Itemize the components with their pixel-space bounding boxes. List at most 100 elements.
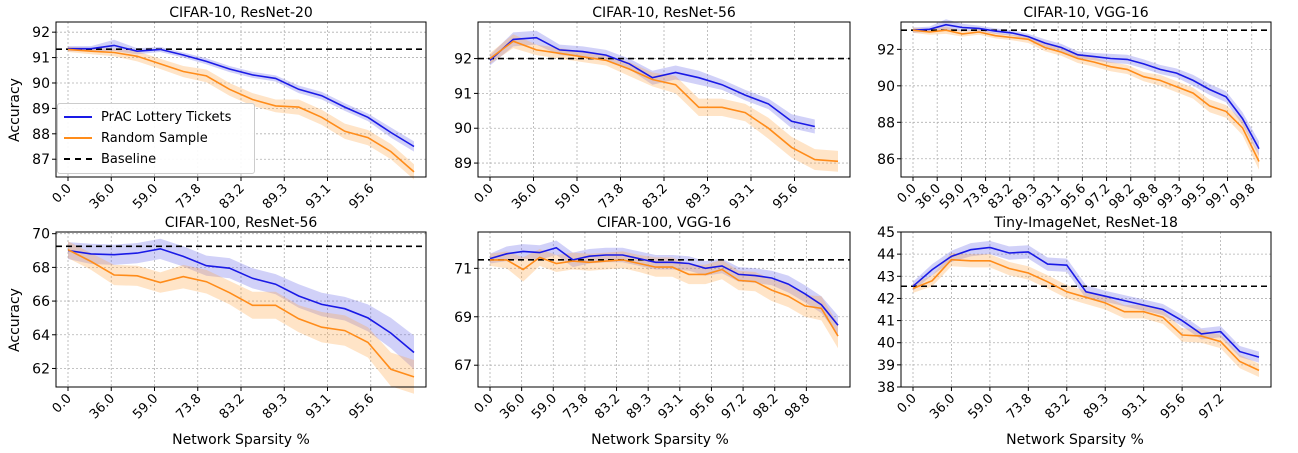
x-tick-label: 83.2: [1043, 391, 1074, 422]
x-tick-label: 73.8: [561, 391, 592, 422]
x-tick-label: 89.3: [260, 391, 291, 422]
x-tick-label: 89.3: [1081, 391, 1112, 422]
x-tick-label: 97.2: [1196, 391, 1227, 422]
y-axis-label-bottom: Accuracy: [7, 288, 23, 352]
x-tick-label: 0.0: [895, 391, 920, 416]
series-band: [490, 30, 815, 134]
y-tick-label: 62: [32, 361, 50, 377]
y-tick-label: 88: [32, 127, 50, 143]
y-tick-label: 92: [32, 25, 50, 41]
y-tick-label: 90: [877, 79, 895, 95]
y-tick-label: 89: [454, 156, 472, 172]
series-band: [68, 39, 414, 152]
series-band: [490, 34, 838, 172]
x-axis-label-middle: Network Sparsity %: [591, 432, 729, 448]
series-line-random: [67, 48, 415, 173]
x-tick-label: 59.0: [553, 181, 584, 212]
x-tick-label: 95.6: [1158, 391, 1189, 422]
plot-frame: [55, 21, 427, 178]
x-tick-label: 83.2: [592, 391, 623, 422]
x-tick-label: 89.3: [624, 391, 655, 422]
x-tick-label: 89.3: [1010, 181, 1041, 212]
y-tick-label: 38: [877, 380, 895, 396]
panel-cifar10-vgg16: CIFAR-10, VGG-16868890920.036.059.073.88…: [877, 5, 1272, 212]
y-tick-label: 90: [454, 121, 472, 137]
x-tick-label: 83.2: [217, 181, 248, 212]
x-tick-label: 0.0: [472, 391, 497, 416]
x-tick-label: 99.7: [1203, 181, 1234, 212]
y-tick-label: 91: [32, 51, 50, 67]
x-tick-label: 98.8: [782, 391, 813, 422]
legend-swatch-prac: [64, 116, 92, 118]
x-tick-label: 95.6: [770, 181, 801, 212]
series-line-prac: [489, 36, 815, 128]
plot-frame: [477, 21, 851, 178]
x-tick-label: 98.2: [750, 391, 781, 422]
series-line-random: [67, 248, 415, 378]
series-line-prac: [912, 246, 1260, 358]
series-band: [68, 238, 414, 370]
series-line-random: [912, 258, 1260, 372]
y-tick-label: 86: [877, 152, 895, 168]
panel-tinyimagenet-resnet18: Tiny-ImageNet, ResNet-18 38 39 40 41 42 43 44 45…: [877, 215, 1272, 422]
plot-frame: [55, 231, 427, 388]
legend-swatch-baseline: [64, 158, 92, 160]
x-tick-label: 73.8: [173, 391, 204, 422]
x-tick-label: 93.1: [1034, 181, 1065, 212]
y-tick-label: 91: [454, 86, 472, 102]
plot-frame: [477, 231, 851, 388]
series-band: [490, 249, 838, 349]
series-line-random: [490, 256, 839, 337]
x-tick-label: 73.8: [596, 181, 627, 212]
series-line-prac: [67, 247, 415, 354]
x-tick-label: 73.8: [1004, 391, 1035, 422]
y-tick-label: 69: [454, 310, 472, 326]
panel-title: CIFAR-10, VGG-16: [1023, 5, 1148, 21]
y-tick-label: 39: [877, 358, 895, 374]
y-tick-label: 90: [32, 76, 50, 92]
x-tick-label: 59.0: [130, 181, 161, 212]
x-tick-label: 98.2: [1107, 181, 1138, 212]
panel-title: CIFAR-100, VGG-16: [597, 215, 731, 231]
x-tick-label: 93.1: [303, 181, 334, 212]
x-tick-label: 73.8: [961, 181, 992, 212]
y-tick-label: 67: [454, 358, 472, 374]
x-tick-label: 36.0: [87, 181, 118, 212]
series-band: [913, 26, 1259, 170]
series-line-prac: [912, 23, 1260, 150]
x-tick-label: 83.2: [640, 181, 671, 212]
y-tick-label: 45: [877, 225, 895, 241]
series-band: [913, 253, 1259, 377]
series-line-random: [912, 29, 1260, 162]
x-tick-label: 97.2: [719, 391, 750, 422]
panel-title: Tiny-ImageNet, ResNet-18: [993, 215, 1178, 231]
plot-frame: [900, 231, 1272, 388]
x-tick-label: 89.3: [683, 181, 714, 212]
x-tick-label: 83.2: [986, 181, 1017, 212]
y-tick-label: 92: [877, 42, 895, 58]
x-tick-label: 93.1: [656, 391, 687, 422]
y-tick-label: 64: [32, 328, 50, 344]
y-tick-label: 89: [32, 101, 50, 117]
x-tick-label: 93.1: [303, 391, 334, 422]
x-tick-label: 0.0: [50, 391, 75, 416]
legend-label-random: Random Sample: [101, 130, 208, 146]
x-tick-label: 73.8: [173, 181, 204, 212]
x-tick-label: 95.6: [1058, 181, 1089, 212]
x-tick-label: 36.0: [509, 181, 540, 212]
series-band: [490, 240, 838, 335]
x-tick-label: 59.0: [529, 391, 560, 422]
y-tick-label: 68: [32, 260, 50, 276]
y-tick-label: 71: [454, 261, 472, 277]
x-axis-label-right: Network Sparsity %: [1006, 432, 1144, 448]
y-tick-label: 44: [877, 247, 895, 263]
x-tick-label: 99.5: [1179, 181, 1210, 212]
x-tick-label: 36.0: [927, 391, 958, 422]
legend-label-prac: PrAC Lottery Tickets: [101, 109, 232, 125]
x-tick-label: 0.0: [50, 181, 75, 206]
x-tick-label: 36.0: [87, 391, 118, 422]
y-tick-label: 87: [32, 152, 50, 168]
y-tick-label: 66: [32, 294, 50, 310]
x-tick-label: 59.0: [937, 181, 968, 212]
panel-title: CIFAR-10, ResNet-56: [592, 5, 736, 21]
